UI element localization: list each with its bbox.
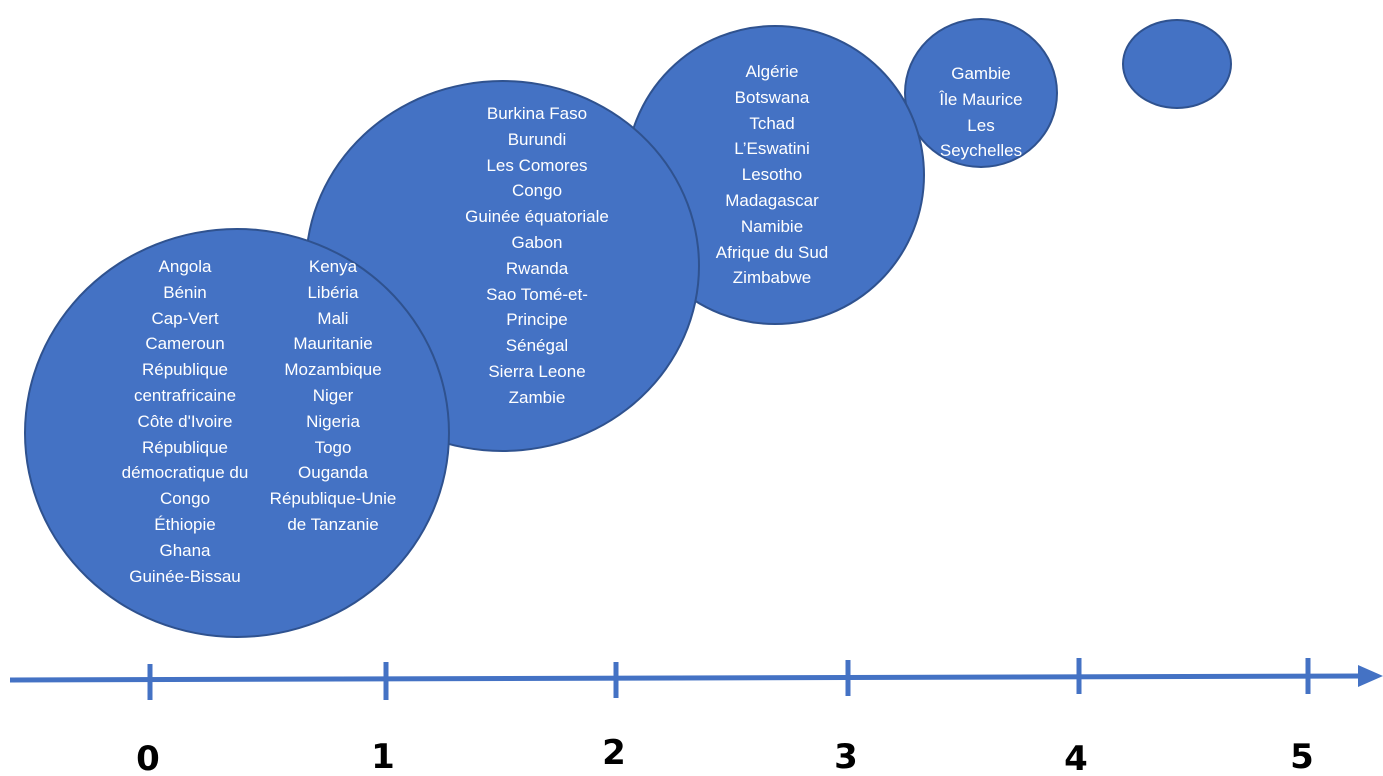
country-label: démocratique du bbox=[121, 463, 249, 483]
country-label: Botswana bbox=[734, 87, 810, 107]
country-label: Burundi bbox=[507, 129, 567, 149]
bubble-level-3 bbox=[904, 18, 1058, 168]
bubble-level-0-list-b: Kenya Libéria Mali Mauritanie Mozambique… bbox=[263, 254, 403, 538]
country-label: Mozambique bbox=[284, 360, 382, 380]
country-label: Togo bbox=[314, 437, 352, 457]
country-label: République bbox=[141, 360, 228, 380]
country-label: Sénégal bbox=[505, 336, 569, 356]
country-label: Zimbabwe bbox=[732, 268, 812, 288]
country-label: République bbox=[141, 437, 228, 457]
country-label: Algérie bbox=[745, 62, 799, 81]
bubble-level-0-list-a: Angola Bénin Cap-Vert Cameroun Républiqu… bbox=[95, 254, 275, 589]
country-label: Lesotho bbox=[741, 165, 803, 185]
country-label: Burkina Faso bbox=[486, 104, 588, 123]
country-label: Zambie bbox=[508, 387, 566, 407]
country-label: Les Comores bbox=[486, 155, 588, 175]
axis-tick-label: 4 bbox=[1064, 739, 1088, 776]
country-label: Mauritanie bbox=[293, 334, 373, 354]
bubble-level-4 bbox=[1122, 19, 1232, 109]
country-label: Guinée-Bissau bbox=[129, 566, 241, 586]
country-label: Kenya bbox=[308, 257, 358, 276]
country-label: Les bbox=[967, 115, 995, 135]
country-label: Île Maurice bbox=[939, 89, 1023, 109]
axis-arrowhead bbox=[1358, 665, 1383, 687]
country-label: Seychelles bbox=[939, 141, 1023, 161]
country-label: Afrique du Sud bbox=[715, 242, 829, 262]
country-label: Gambie bbox=[951, 64, 1011, 83]
country-label: Côte d'Ivoire bbox=[137, 411, 233, 431]
country-label: Cameroun bbox=[145, 334, 225, 354]
country-label: Sao Tomé-et- bbox=[486, 284, 588, 304]
country-label: Libéria bbox=[307, 282, 359, 302]
country-label: Congo bbox=[511, 181, 563, 201]
country-label: centrafricaine bbox=[133, 385, 237, 405]
country-label: Madagascar bbox=[725, 190, 819, 210]
country-label: Tchad bbox=[749, 113, 795, 133]
axis-tick-label: 3 bbox=[834, 737, 858, 776]
axis-tick-label: 2 bbox=[602, 733, 626, 773]
axis-tick-label: 5 bbox=[1290, 737, 1314, 776]
country-label: L’Eswatini bbox=[734, 139, 810, 159]
country-label: Principe bbox=[506, 310, 568, 330]
country-label: Angola bbox=[158, 257, 212, 276]
country-label: Niger bbox=[312, 385, 354, 405]
axis-tick-label: 0 bbox=[136, 739, 160, 776]
country-label: Sierra Leone bbox=[488, 361, 586, 381]
bubble-level-0 bbox=[24, 228, 450, 638]
country-label: Bénin bbox=[163, 282, 207, 302]
country-label: Nigeria bbox=[306, 411, 360, 431]
country-label: Namibie bbox=[740, 216, 804, 236]
bubble-level-2-list: Algérie Botswana Tchad L’Eswatini Lesoth… bbox=[672, 59, 872, 291]
country-label: Congo bbox=[159, 489, 211, 509]
axis-tick-label: 1 bbox=[371, 737, 395, 776]
country-label: Ghana bbox=[159, 540, 211, 560]
country-label: Rwanda bbox=[505, 258, 569, 278]
country-label: Cap-Vert bbox=[151, 308, 219, 328]
country-label: Éthiopie bbox=[154, 514, 216, 534]
country-label: Mali bbox=[317, 308, 349, 328]
country-label: République-Unie bbox=[269, 489, 397, 509]
country-label: Guinée équatoriale bbox=[465, 207, 609, 227]
axis-line bbox=[9, 673, 1367, 683]
country-label: Gabon bbox=[511, 232, 563, 252]
bubble-level-1-list: Burkina Faso Burundi Les Comores Congo G… bbox=[432, 101, 642, 411]
country-label: Ouganda bbox=[298, 463, 368, 483]
country-label: de Tanzanie bbox=[287, 514, 379, 534]
bubble-level-3-list: Gambie Île Maurice Les Seychelles bbox=[911, 61, 1051, 164]
